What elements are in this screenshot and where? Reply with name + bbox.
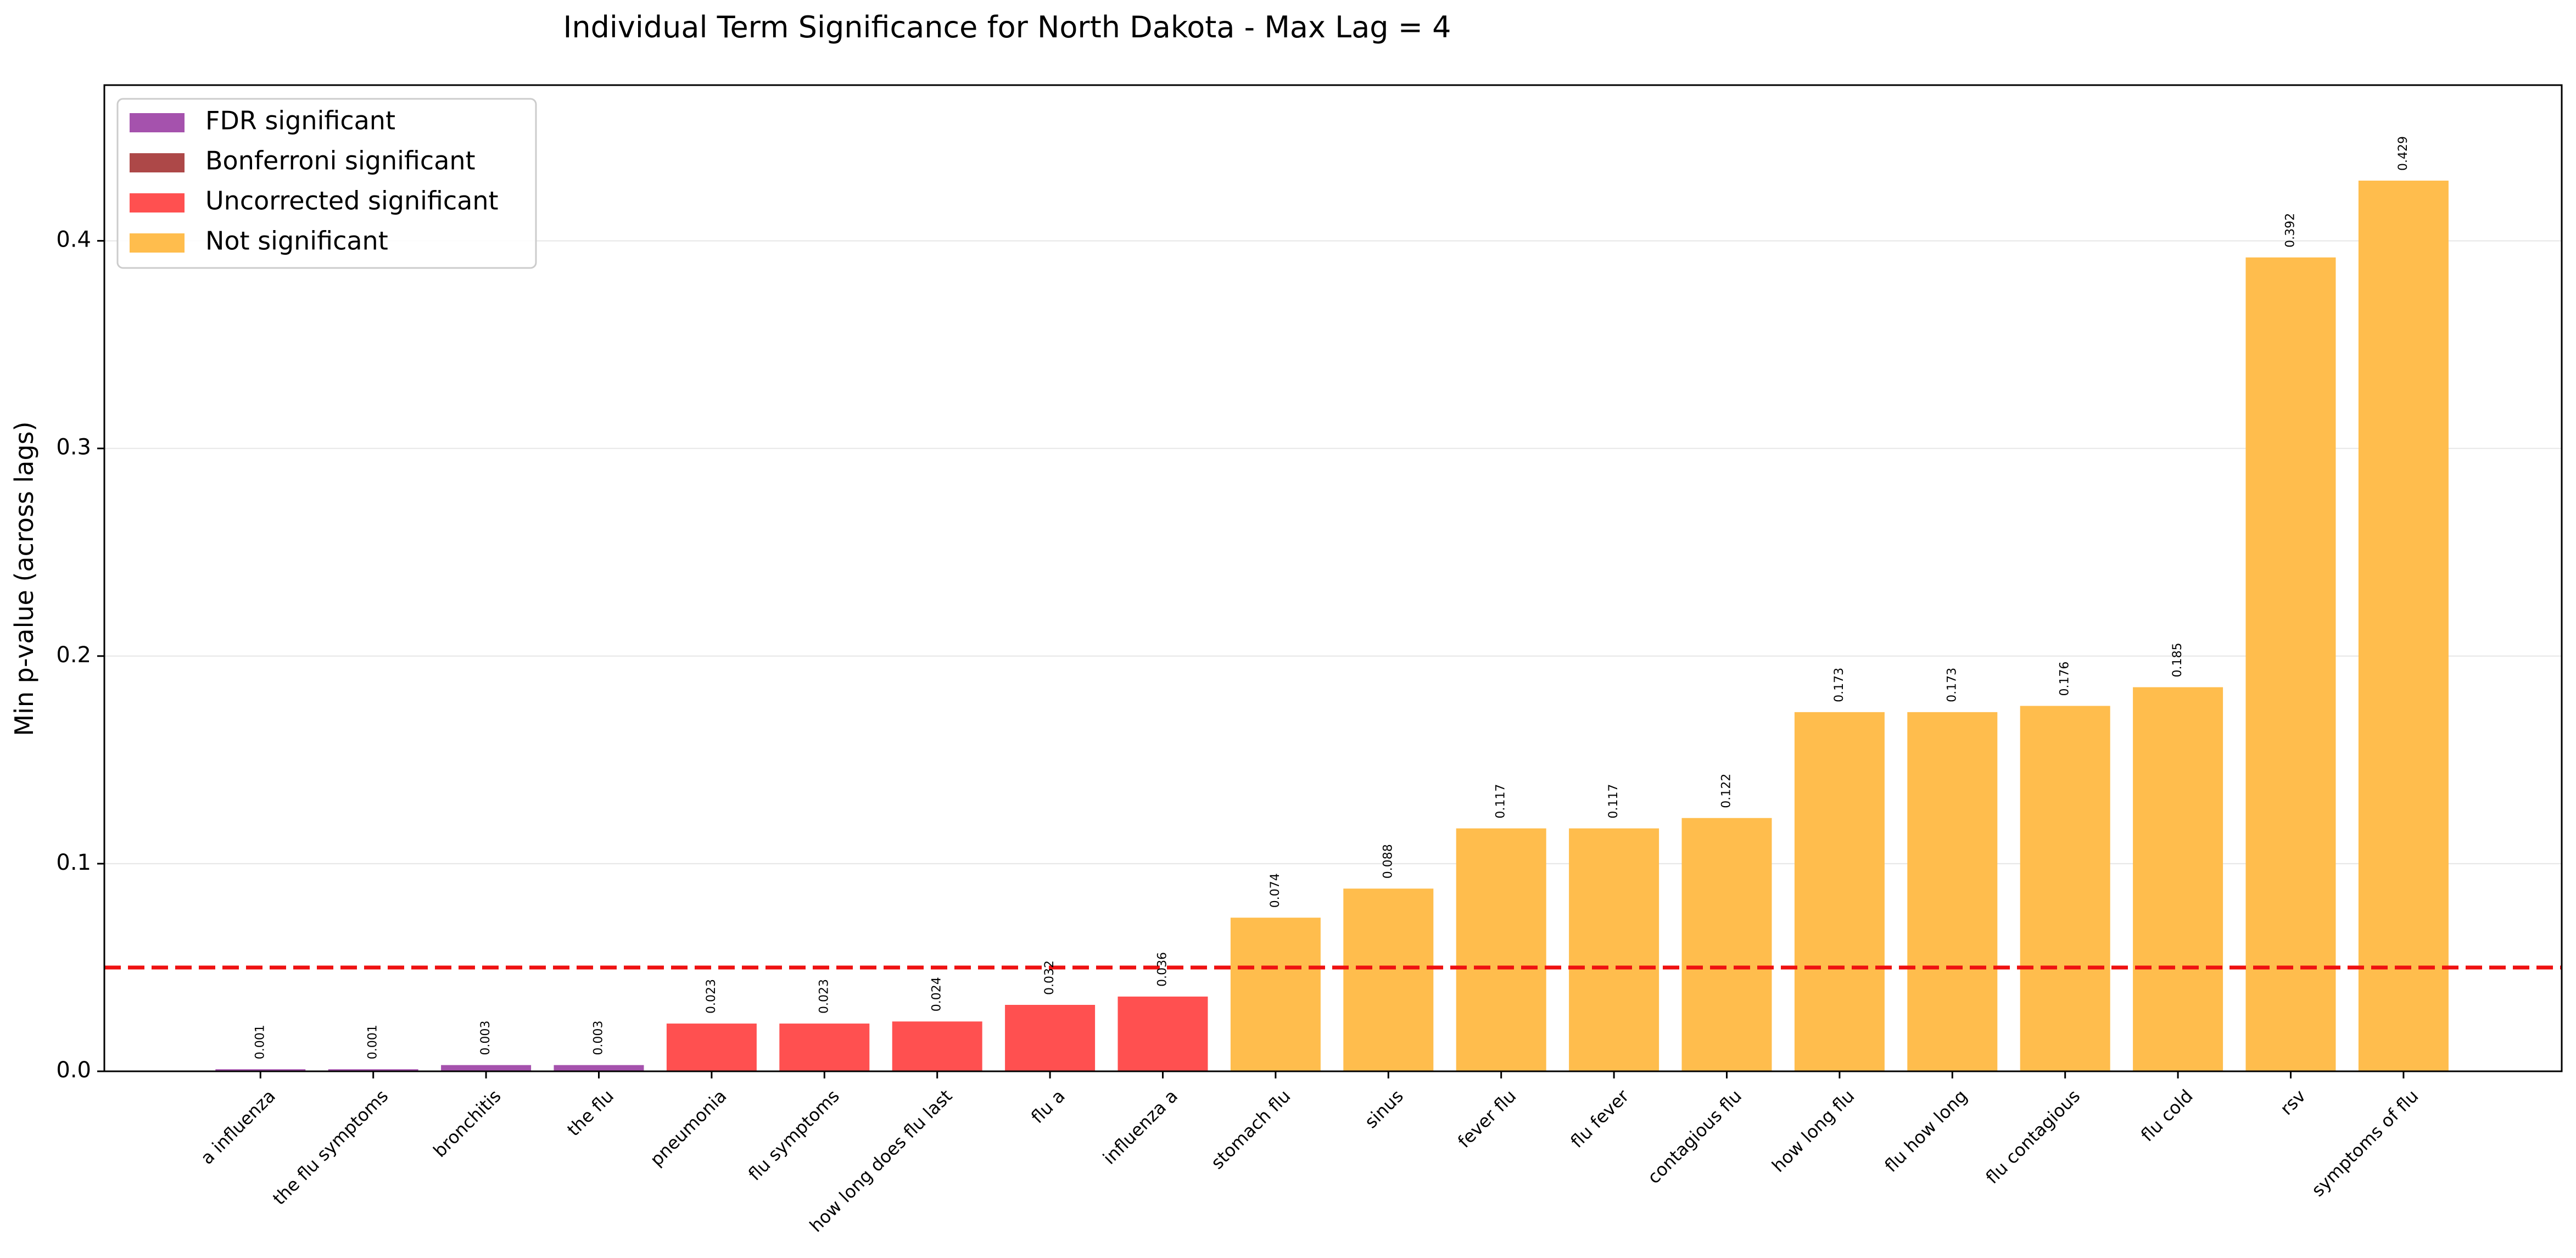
value-label: 0.392 [2284, 213, 2298, 248]
value-label: 0.032 [1043, 960, 1057, 995]
bar [2020, 706, 2110, 1071]
bar [441, 1065, 532, 1071]
value-label: 0.176 [2058, 662, 2072, 696]
legend-label: Uncorrected significant [205, 186, 499, 216]
bar [1005, 1005, 1096, 1071]
bar [1907, 712, 1998, 1071]
legend: FDR significant Bonferroni significant Unc… [116, 98, 537, 269]
y-tick-label: 0.4 [56, 227, 91, 253]
y-tick-label: 0.3 [56, 435, 91, 460]
legend-label: FDR significant [205, 106, 395, 136]
plot-frame [103, 84, 2563, 1072]
bar [2133, 687, 2223, 1071]
bar [779, 1024, 870, 1071]
value-label: 0.023 [705, 979, 718, 1014]
value-label: 0.024 [930, 977, 944, 1011]
bar [554, 1065, 644, 1071]
value-label: 0.003 [592, 1021, 606, 1055]
bar [1681, 818, 1772, 1071]
bar [1569, 828, 1659, 1071]
value-label: 0.003 [479, 1021, 493, 1055]
value-label: 0.117 [1607, 784, 1621, 819]
bar [328, 1069, 418, 1071]
legend-swatch [130, 233, 185, 253]
bar [215, 1069, 306, 1071]
value-label: 0.122 [1720, 774, 1734, 808]
bar [1117, 996, 1208, 1071]
value-label: 0.088 [1381, 844, 1395, 879]
legend-swatch [130, 113, 185, 132]
bar [666, 1024, 757, 1071]
value-label: 0.117 [1494, 784, 1508, 819]
value-labels: 0.001 0.001 0.003 0.003 0.023 0.023 0.024 0.032… [253, 136, 2410, 1059]
value-label: 0.173 [1832, 668, 1846, 702]
legend-label: Bonferroni significant [205, 146, 476, 176]
value-label: 0.023 [817, 979, 831, 1014]
value-label: 0.185 [2171, 643, 2184, 678]
bar [2245, 257, 2336, 1071]
y-tick-label: 0.2 [56, 642, 91, 668]
bar [1456, 828, 1546, 1071]
legend-box [116, 98, 537, 269]
legend-swatch [130, 153, 185, 172]
chart-title: Individual Term Significance for North D… [563, 10, 1451, 44]
bar [1343, 888, 1434, 1071]
value-label: 0.001 [366, 1025, 380, 1059]
value-label: 0.001 [253, 1025, 267, 1059]
bars [215, 180, 2449, 1071]
bar [2358, 180, 2449, 1071]
bar [892, 1021, 982, 1071]
value-label: 0.429 [2396, 136, 2410, 171]
value-label: 0.074 [1269, 873, 1282, 908]
legend-label: Not significant [205, 226, 388, 256]
bar [1794, 712, 1885, 1071]
y-tick-label: 0.1 [56, 850, 91, 875]
legend-swatch [130, 193, 185, 213]
bar [1230, 918, 1321, 1071]
y-tick-label: 0.0 [56, 1058, 91, 1083]
value-label: 0.036 [1156, 952, 1170, 987]
y-axis-label: Min p-value (across lags) [9, 421, 39, 736]
value-label: 0.173 [1945, 668, 1959, 702]
